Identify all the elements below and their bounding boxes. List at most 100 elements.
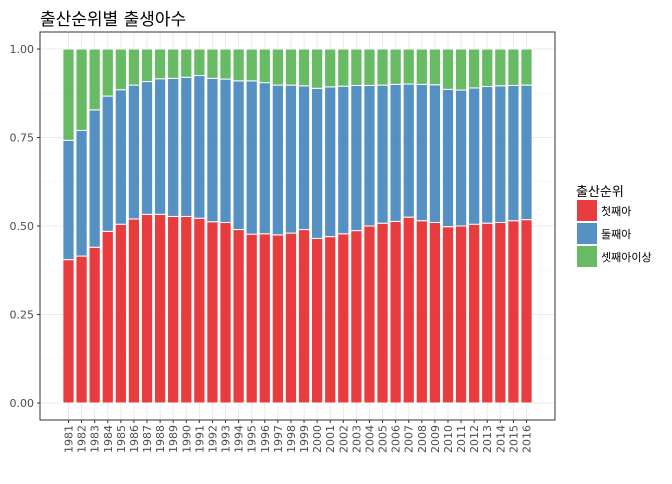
- bar-2002-series-1: [337, 85, 350, 235]
- bar-1982-series-0: [75, 255, 88, 404]
- x-tick-label: 2012: [468, 425, 481, 453]
- bar-1995-series-0: [245, 233, 258, 404]
- bar-1991-series-0: [193, 217, 206, 404]
- bar-1984-series-2: [101, 48, 114, 97]
- x-tick-label: 2014: [494, 425, 507, 453]
- bar-1991-series-2: [193, 48, 206, 77]
- x-tick-label: 1993: [220, 425, 233, 453]
- bar-1998-series-1: [284, 84, 298, 234]
- bar-2002-series-0: [337, 233, 350, 404]
- x-tick-label: 1982: [76, 425, 89, 453]
- bar-1985-series-1: [114, 89, 127, 225]
- x-tick-label: 2000: [311, 425, 324, 453]
- bar-1993-series-1: [219, 78, 232, 223]
- bar-1983-series-1: [88, 109, 101, 248]
- bar-1997-series-0: [271, 234, 284, 404]
- bar-1993-series-0: [219, 221, 232, 404]
- bar-1984-series-1: [101, 95, 114, 232]
- bar-1985-series-0: [114, 223, 127, 404]
- bar-2011-series-2: [454, 48, 468, 91]
- x-tick-label: 1998: [285, 425, 298, 453]
- bar-2003-series-1: [350, 84, 363, 232]
- bar-1994-series-0: [232, 229, 245, 404]
- bar-2009-series-2: [428, 48, 442, 86]
- bar-2001-series-0: [324, 236, 337, 404]
- x-tick-label: 1997: [272, 425, 285, 453]
- legend-key-series-2: [577, 246, 597, 267]
- x-tick-label: 1990: [180, 425, 193, 453]
- bar-2001-series-2: [324, 48, 337, 88]
- legend-label-series-1: 둘째아: [601, 228, 631, 241]
- bar-1998-series-2: [284, 48, 298, 86]
- bar-2005-series-0: [376, 222, 389, 404]
- bar-2005-series-2: [376, 48, 389, 86]
- bar-2012-series-2: [468, 48, 481, 89]
- x-tick-label: 1989: [167, 425, 180, 453]
- bar-1988-series-1: [153, 78, 167, 215]
- x-tick-label: 1999: [298, 425, 311, 453]
- bar-2008-series-0: [415, 220, 428, 404]
- bar-1986-series-2: [127, 48, 141, 86]
- x-tick-label: 2007: [403, 425, 416, 453]
- bar-2013-series-2: [481, 48, 494, 88]
- bar-1997-series-1: [271, 84, 284, 236]
- bar-1992-series-2: [206, 48, 219, 79]
- bar-2013-series-0: [481, 222, 494, 404]
- bar-2010-series-0: [441, 226, 455, 404]
- legend-key-series-0: [577, 200, 597, 221]
- bar-1985-series-2: [114, 48, 127, 91]
- x-tick-label: 1996: [259, 425, 272, 453]
- x-tick-label: 2008: [416, 425, 429, 453]
- bar-1984-series-0: [101, 230, 114, 404]
- bar-2008-series-1: [415, 83, 428, 222]
- x-tick-label: 2001: [324, 425, 337, 453]
- bar-2005-series-1: [376, 84, 389, 224]
- bar-1991-series-1: [193, 75, 206, 219]
- x-tick-label: 2004: [363, 425, 376, 453]
- bar-2015-series-2: [507, 48, 520, 86]
- bar-1992-series-0: [206, 221, 219, 404]
- bar-1989-series-2: [167, 48, 180, 79]
- bar-2009-series-0: [428, 221, 442, 404]
- bar-2010-series-2: [441, 48, 455, 90]
- bar-1983-series-2: [88, 48, 101, 111]
- bar-2016-series-2: [520, 48, 533, 86]
- bar-1990-series-1: [180, 76, 193, 217]
- bar-2000-series-2: [311, 48, 324, 89]
- bar-2007-series-2: [402, 48, 415, 85]
- bar-2015-series-0: [507, 220, 520, 404]
- bar-2004-series-1: [363, 84, 376, 227]
- bar-2014-series-0: [494, 221, 507, 404]
- bar-1986-series-1: [127, 84, 141, 220]
- bar-1983-series-0: [88, 246, 101, 404]
- bar-2009-series-1: [428, 84, 442, 223]
- x-tick-label: 2011: [455, 425, 468, 453]
- x-tick-label: 1986: [128, 425, 141, 453]
- bar-1999-series-1: [297, 85, 311, 231]
- bar-1997-series-2: [271, 48, 284, 86]
- y-axis: 0.00 0.25 0.50 0.75 1.00: [10, 43, 40, 410]
- bar-1998-series-0: [284, 232, 298, 404]
- bar-2011-series-1: [454, 89, 468, 227]
- bar-1990-series-2: [180, 48, 193, 78]
- x-tick-label: 1995: [246, 425, 259, 453]
- bar-1996-series-0: [258, 233, 271, 404]
- bar-2014-series-2: [494, 48, 507, 87]
- x-tick-label: 2010: [442, 425, 455, 453]
- bar-2000-series-1: [311, 87, 324, 239]
- x-tick-label: 2006: [390, 425, 403, 453]
- x-tick-label: 2005: [377, 425, 390, 453]
- y-tick-label: 0.75: [10, 132, 35, 145]
- bar-2014-series-1: [494, 85, 507, 223]
- bar-2011-series-0: [454, 225, 468, 404]
- legend-title: 출산순위: [576, 185, 624, 200]
- bar-1989-series-1: [167, 77, 180, 217]
- x-tick-label: 1991: [193, 425, 206, 453]
- bar-1993-series-2: [219, 48, 232, 80]
- bar-2006-series-0: [389, 220, 402, 404]
- x-tick-label: 2003: [350, 425, 363, 453]
- bar-1995-series-1: [245, 80, 258, 235]
